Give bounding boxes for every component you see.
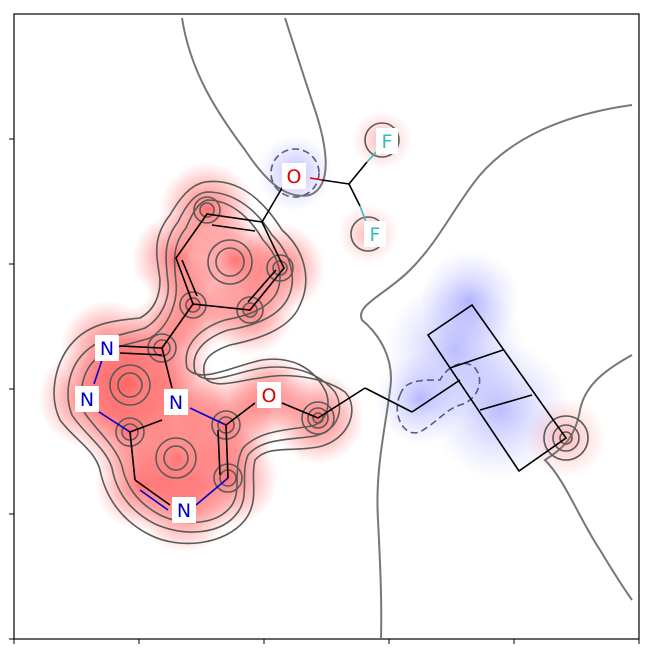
- atom-n4-label: N: [177, 500, 191, 522]
- atom-f1: F: [376, 128, 398, 154]
- atom-f1-label: F: [382, 131, 393, 153]
- atom-n1-label: N: [100, 338, 114, 360]
- atom-n4: N: [172, 497, 196, 523]
- atom-n3: N: [164, 389, 188, 415]
- bonds: [93, 149, 568, 511]
- atom-n3-label: N: [169, 392, 183, 414]
- atom-o2-label: O: [262, 385, 277, 407]
- atom-labels: N N N N O O F F: [75, 128, 398, 523]
- atom-o2: O: [257, 382, 281, 408]
- atom-f2-label: F: [370, 224, 381, 246]
- atom-n1: N: [95, 335, 119, 361]
- atom-n2: N: [75, 386, 99, 412]
- negative-contours: [270, 148, 481, 434]
- atom-o1-label: O: [287, 166, 302, 188]
- atom-n2-label: N: [80, 389, 94, 411]
- zero-contours: [181, 17, 633, 639]
- axis-ticks: [9, 138, 640, 644]
- atom-f2: F: [364, 221, 386, 247]
- atom-o1: O: [282, 163, 306, 189]
